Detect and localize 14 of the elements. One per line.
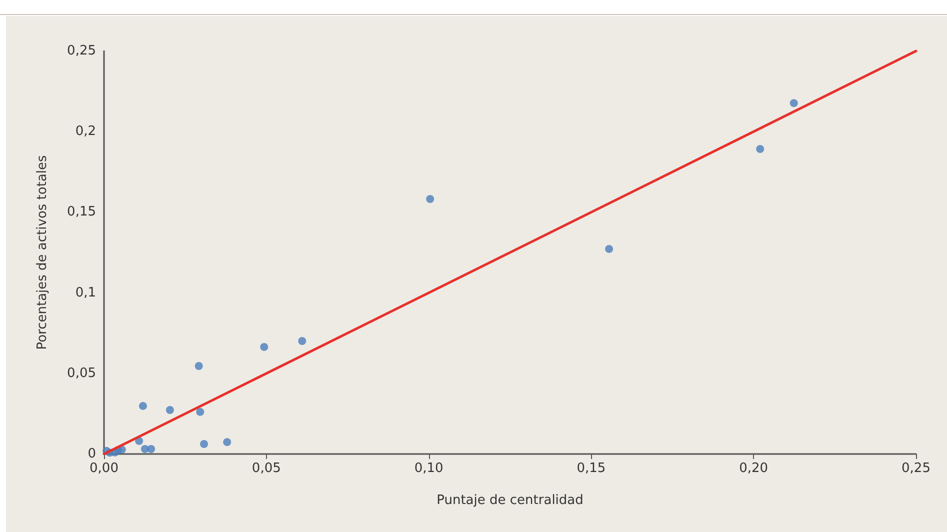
y-tick-label: 0,25: [67, 44, 96, 58]
y-axis-title: Porcentajes de activos totales: [35, 154, 50, 350]
y-tick-label: 0,1: [75, 285, 96, 300]
y-tick-label: 0,2: [75, 124, 96, 140]
y-tick-label: 0: [88, 446, 96, 462]
x-tick-label: 0,25: [902, 461, 930, 476]
x-tick-label: 0,00: [90, 461, 118, 476]
y-tick-label: 0,15: [67, 204, 96, 220]
x-tick-label: 0,15: [576, 461, 606, 476]
x-tick-label: 0,10: [414, 461, 444, 476]
x-axis-title: Puntaje de centralidad: [436, 493, 584, 508]
x-tick-label: 0,05: [252, 461, 281, 476]
x-tick-label: 0,20: [739, 461, 768, 476]
y-tick-label: 0,05: [67, 366, 96, 381]
